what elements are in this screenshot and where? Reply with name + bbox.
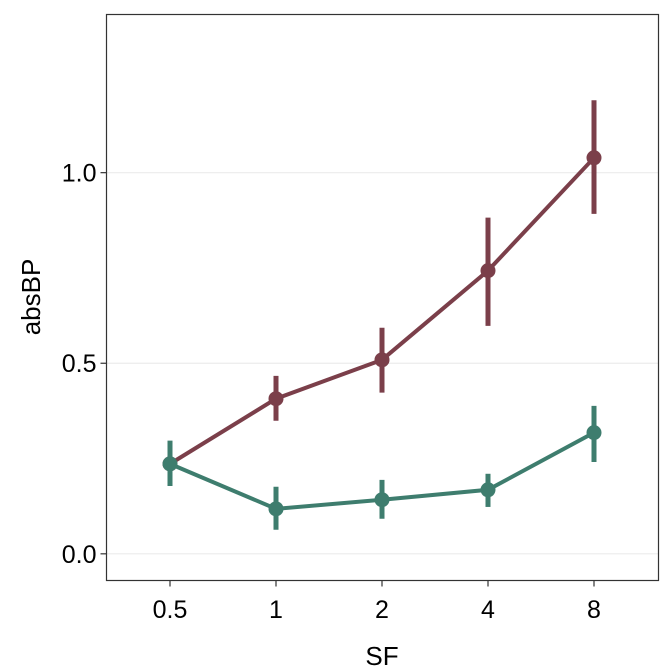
- y-axis-label: absBP: [16, 259, 46, 336]
- data-point: [586, 425, 602, 441]
- x-tick-label: 2: [375, 596, 389, 624]
- y-tick-label: 0.0: [62, 541, 97, 569]
- x-tick-label: 4: [481, 596, 495, 624]
- series-2: [162, 405, 602, 530]
- series-line: [168, 156, 596, 466]
- data-point: [586, 150, 602, 166]
- series-1: [162, 100, 602, 486]
- x-tick-label: 8: [587, 596, 601, 624]
- data-point: [480, 263, 496, 279]
- y-tick-label: 1.0: [62, 160, 97, 188]
- data-point: [374, 352, 390, 368]
- data-point: [268, 391, 284, 407]
- x-axis-label: SF: [365, 641, 398, 671]
- x-tick-label: 1: [269, 596, 283, 624]
- x-tick-label: 0.5: [153, 596, 188, 624]
- data-point: [374, 492, 390, 508]
- y-tick-label: 0.5: [62, 350, 97, 378]
- data-point: [268, 501, 284, 517]
- data-point: [162, 456, 178, 472]
- data-point: [480, 482, 496, 498]
